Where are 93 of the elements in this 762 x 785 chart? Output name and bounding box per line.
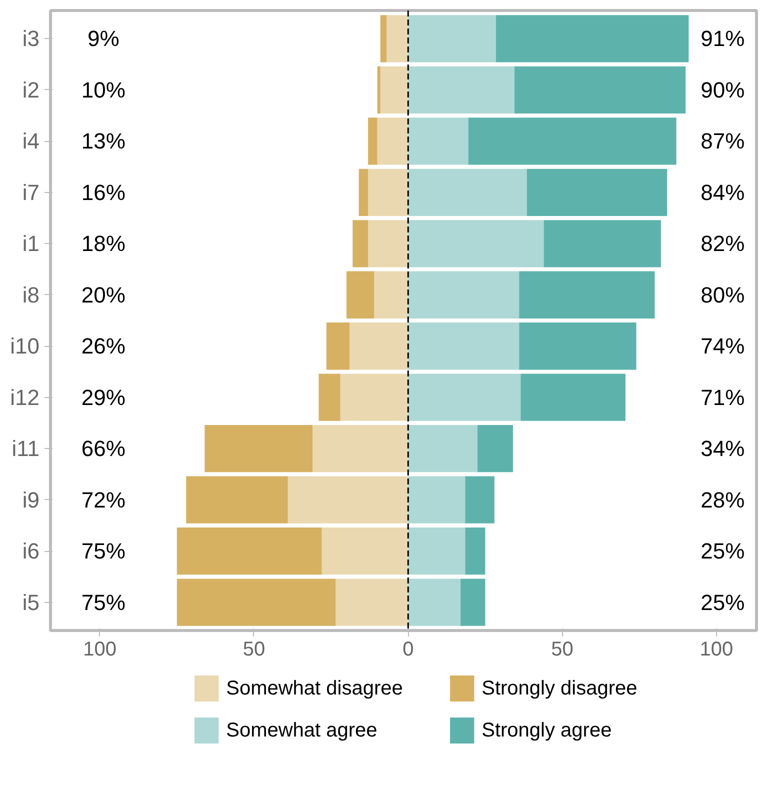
bar — [408, 322, 520, 370]
annotation: 71% — [700, 384, 745, 410]
bar — [408, 271, 520, 318]
bar — [380, 66, 408, 114]
bar — [288, 476, 408, 524]
y-tick-label: i9 — [22, 487, 40, 512]
annotation: 74% — [700, 334, 745, 359]
bar — [322, 528, 408, 575]
annotation: 29% — [81, 384, 126, 410]
bar — [526, 168, 668, 216]
annotation: 10% — [81, 77, 126, 102]
annotation: 75% — [81, 538, 126, 564]
bar — [312, 425, 408, 472]
annotation: 87% — [700, 128, 745, 154]
bar — [176, 528, 322, 575]
bar — [460, 578, 486, 626]
bar — [477, 425, 513, 472]
annotation: 34% — [700, 436, 745, 462]
y-tick-label: i7 — [22, 180, 40, 205]
bar — [368, 168, 408, 216]
y-tick-label: i12 — [10, 384, 40, 410]
annotation: 84% — [700, 180, 745, 205]
y-tick-label: i3 — [22, 26, 40, 52]
bar — [358, 168, 368, 216]
bar — [496, 15, 689, 62]
annotation: 91% — [700, 26, 745, 52]
bar — [408, 578, 461, 626]
annotation: 66% — [81, 436, 126, 462]
bar — [408, 374, 521, 421]
annotation: 25% — [700, 590, 745, 615]
y-tick-label: i8 — [22, 282, 40, 308]
bar — [408, 220, 544, 268]
bar — [186, 476, 288, 524]
x-tick-label: 100 — [83, 638, 117, 660]
legend-label: Strongly agree — [482, 720, 612, 742]
bar — [386, 15, 408, 62]
bar — [336, 578, 408, 626]
bar — [352, 220, 368, 268]
annotation: 82% — [700, 231, 745, 256]
bar — [408, 476, 466, 524]
legend-label: Somewhat agree — [226, 720, 378, 742]
bar — [408, 425, 478, 472]
y-tick-label: i10 — [10, 334, 40, 359]
bar — [408, 66, 514, 114]
bar — [377, 118, 408, 165]
legend-label: Somewhat disagree — [226, 678, 403, 700]
bar — [368, 220, 408, 268]
bar — [465, 476, 494, 524]
y-tick-label: i1 — [22, 231, 40, 256]
x-tick-label: 50 — [551, 638, 574, 660]
bar — [408, 15, 496, 62]
bar — [350, 322, 408, 370]
y-tick-label: i4 — [22, 128, 40, 154]
y-tick-label: i11 — [12, 436, 40, 462]
bar — [408, 118, 468, 165]
annotation: 20% — [81, 282, 126, 308]
bar — [544, 220, 661, 268]
annotation: 26% — [81, 334, 126, 359]
bar — [340, 374, 408, 421]
annotation: 25% — [700, 538, 745, 564]
annotation: 13% — [81, 128, 126, 154]
bar — [514, 66, 686, 114]
annotation: 16% — [81, 180, 126, 205]
bar — [520, 374, 626, 421]
annotation: 90% — [700, 77, 745, 102]
bar — [377, 66, 380, 114]
bar — [368, 118, 378, 165]
annotation: 72% — [81, 487, 126, 512]
bar — [519, 322, 636, 370]
annotation: 18% — [81, 231, 126, 256]
bar — [468, 118, 676, 165]
annotation: 28% — [700, 487, 745, 512]
bar — [204, 425, 313, 472]
bar — [408, 168, 527, 216]
y-tick-label: i2 — [22, 77, 40, 102]
annotation: 9% — [88, 26, 120, 52]
bar — [374, 271, 408, 318]
bar — [465, 528, 486, 575]
y-tick-label: i5 — [22, 590, 40, 615]
bar — [176, 578, 336, 626]
legend-label: Strongly disagree — [482, 678, 638, 700]
annotation: 80% — [700, 282, 745, 308]
bar — [318, 374, 340, 421]
y-tick-label: i6 — [22, 538, 40, 564]
bar — [346, 271, 374, 318]
x-tick-label: 50 — [242, 638, 266, 660]
bar — [380, 15, 387, 62]
x-tick-label: 100 — [700, 638, 734, 660]
annotation: 75% — [81, 590, 126, 615]
bar — [408, 528, 466, 575]
x-tick-label: 0 — [402, 638, 414, 660]
bar — [326, 322, 350, 370]
bar — [519, 271, 655, 318]
